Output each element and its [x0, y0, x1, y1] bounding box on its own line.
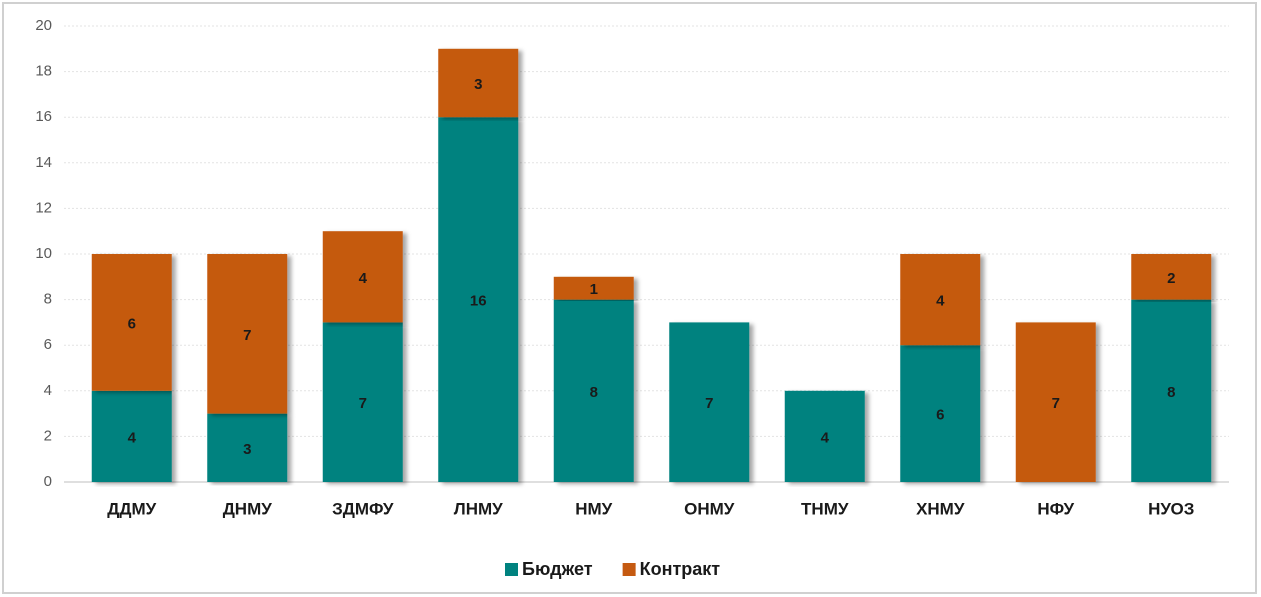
bar-segment [784, 390, 865, 482]
y-tick-label: 20 [35, 17, 52, 34]
x-tick-label: ОНМУ [684, 499, 735, 518]
y-tick-label: 16 [35, 108, 52, 125]
value-label: 7 [359, 395, 367, 412]
value-label: 8 [1167, 384, 1175, 401]
legend-label: Контракт [640, 559, 721, 579]
y-tick-label: 6 [44, 336, 52, 353]
value-label: 7 [705, 395, 713, 412]
bar-segment [669, 322, 750, 482]
y-tick-label: 0 [44, 473, 52, 490]
value-label: 4 [936, 293, 945, 310]
value-label: 2 [1167, 270, 1175, 287]
x-tick-label: ДНМУ [223, 499, 273, 518]
y-tick-label: 14 [35, 154, 52, 171]
y-tick-label: 10 [35, 245, 52, 262]
value-label: 4 [359, 270, 368, 287]
bar-segment [438, 48, 519, 118]
value-label: 3 [243, 441, 251, 458]
x-tick-label: НМУ [575, 499, 612, 518]
bar-segment [91, 390, 172, 482]
plot: 02468101214161820ДДМУ46ДНМУ37ЗДМФУ74ЛНМУ… [35, 17, 1229, 579]
bar-segment [1131, 254, 1212, 300]
legend-swatch [505, 563, 518, 576]
bar-segment [91, 254, 172, 391]
value-label: 1 [590, 281, 598, 298]
x-tick-label: ТНМУ [801, 499, 849, 518]
bar-segment [900, 254, 981, 346]
value-label: 8 [590, 384, 598, 401]
legend-swatch [622, 563, 636, 576]
legend-label: Бюджет [522, 559, 593, 579]
bar-segment [900, 345, 981, 482]
bar-segment [438, 117, 519, 482]
value-label: 16 [470, 293, 487, 310]
y-tick-label: 2 [44, 427, 52, 444]
x-tick-label: ЗДМФУ [332, 499, 394, 518]
value-label: 6 [128, 315, 136, 332]
y-tick-label: 18 [35, 63, 52, 80]
value-label: 7 [1052, 395, 1060, 412]
bar-segment [207, 413, 288, 482]
bar-segment [1131, 299, 1212, 482]
value-label: 4 [821, 429, 830, 446]
value-label: 7 [243, 327, 251, 344]
bar-segment [322, 322, 403, 482]
bar-segment [207, 254, 288, 414]
x-tick-label: ХНМУ [916, 499, 965, 518]
y-tick-label: 12 [35, 199, 52, 216]
value-label: 4 [128, 429, 137, 446]
value-label: 6 [936, 407, 944, 424]
bar-segment [553, 276, 634, 300]
x-tick-label: НУОЗ [1148, 499, 1194, 518]
bar-segment [1015, 322, 1096, 482]
x-tick-label: ДДМУ [107, 499, 156, 518]
x-tick-label: ЛНМУ [454, 499, 503, 518]
bar-segment [553, 299, 634, 482]
bar-segment [322, 231, 403, 323]
value-label: 3 [474, 76, 482, 93]
y-tick-label: 8 [44, 291, 52, 308]
x-tick-label: НФУ [1037, 499, 1074, 518]
y-tick-label: 4 [44, 382, 52, 399]
